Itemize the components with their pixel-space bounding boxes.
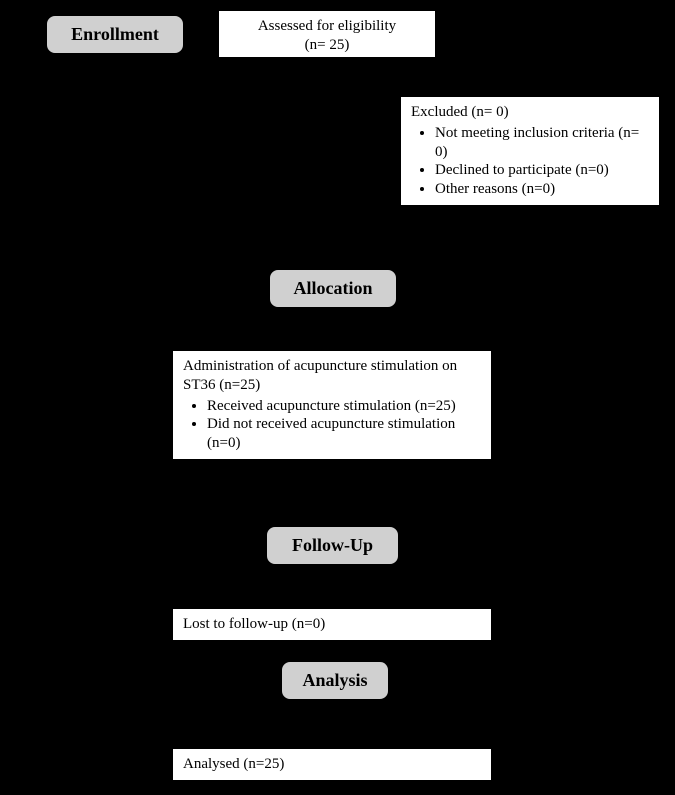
phase-analysis-text: Analysis	[302, 670, 367, 690]
lost-text: Lost to follow-up (n=0)	[183, 616, 325, 632]
phase-followup-text: Follow-Up	[292, 535, 373, 555]
box-lost-followup: Lost to follow-up (n=0)	[172, 608, 492, 641]
phase-enrollment-text: Enrollment	[71, 24, 159, 44]
box-excluded: Excluded (n= 0) Not meeting inclusion cr…	[400, 96, 660, 206]
excluded-item: Declined to participate (n=0)	[435, 161, 649, 180]
excluded-item: Not meeting inclusion criteria (n= 0)	[435, 124, 649, 162]
assessed-line2: (n= 25)	[229, 36, 425, 55]
excluded-title: Excluded (n= 0)	[411, 103, 649, 122]
admin-item: Did not received acupuncture stimulation…	[207, 415, 481, 453]
assessed-line1: Assessed for eligibility	[229, 17, 425, 36]
analysed-text: Analysed (n=25)	[183, 756, 284, 772]
excluded-item: Other reasons (n=0)	[435, 180, 649, 199]
admin-item: Received acupuncture stimulation (n=25)	[207, 397, 481, 416]
phase-analysis: Analysis	[280, 660, 390, 701]
phase-followup: Follow-Up	[265, 525, 400, 566]
box-assessed: Assessed for eligibility (n= 25)	[218, 10, 436, 58]
phase-allocation: Allocation	[268, 268, 398, 309]
phase-allocation-text: Allocation	[294, 278, 373, 298]
admin-title: Administration of acupuncture stimulatio…	[183, 357, 481, 395]
phase-enrollment: Enrollment	[45, 14, 185, 55]
admin-list: Received acupuncture stimulation (n=25) …	[183, 397, 481, 453]
excluded-list: Not meeting inclusion criteria (n= 0) De…	[411, 124, 649, 199]
box-administration: Administration of acupuncture stimulatio…	[172, 350, 492, 460]
box-analysed: Analysed (n=25)	[172, 748, 492, 781]
